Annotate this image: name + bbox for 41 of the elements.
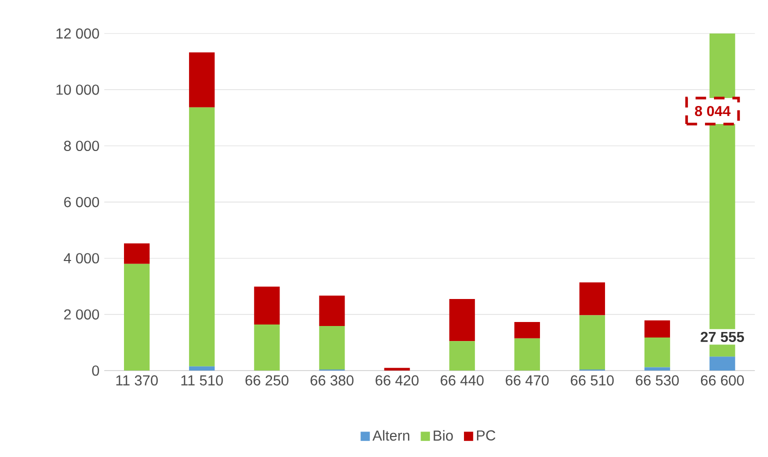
bar <box>514 322 540 338</box>
y-tick-label: 10 000 <box>56 84 100 95</box>
bar <box>124 264 150 370</box>
x-tick-label: 66 420 <box>376 375 419 386</box>
x-tick-label: 66 470 <box>506 375 549 386</box>
annotation: 8 044 <box>694 106 731 116</box>
y-tick-label: 12 000 <box>56 28 100 38</box>
bar <box>710 356 736 370</box>
bar <box>514 338 540 370</box>
x-tick-label: 11 370 <box>116 375 158 386</box>
bar <box>189 107 215 366</box>
y-tick-label: 2 000 <box>64 309 100 320</box>
bar <box>579 282 606 316</box>
bar <box>254 286 280 324</box>
annotation: 27 555 <box>700 332 744 342</box>
y-tick-label: 4 000 <box>64 252 100 264</box>
bar <box>644 337 670 368</box>
bar <box>319 295 345 326</box>
legend-label: Bio <box>434 430 453 441</box>
bar <box>319 326 345 370</box>
y-tick-label: 0 <box>92 365 100 376</box>
bar <box>384 368 410 370</box>
x-tick-label: 66 380 <box>310 375 354 386</box>
legend-label: Altern <box>372 430 410 441</box>
x-tick-label: 66 510 <box>570 375 614 386</box>
x-tick-label: 66 530 <box>636 375 679 386</box>
x-tick-label: 66 600 <box>700 375 744 386</box>
x-tick-label: 66 250 <box>246 375 288 386</box>
bar <box>579 315 606 370</box>
x-tick-label: 66 440 <box>440 375 484 386</box>
bar <box>449 340 475 370</box>
legend-label: PC <box>476 430 496 440</box>
x-tick-label: 11 510 <box>181 375 223 386</box>
bar <box>644 320 670 338</box>
bar <box>124 243 150 264</box>
bar <box>449 298 475 341</box>
bar <box>189 366 215 370</box>
y-tick-label: 6 000 <box>64 196 100 208</box>
y-tick-label: 8 000 <box>64 140 100 151</box>
bar <box>189 52 215 108</box>
bar <box>254 324 280 370</box>
